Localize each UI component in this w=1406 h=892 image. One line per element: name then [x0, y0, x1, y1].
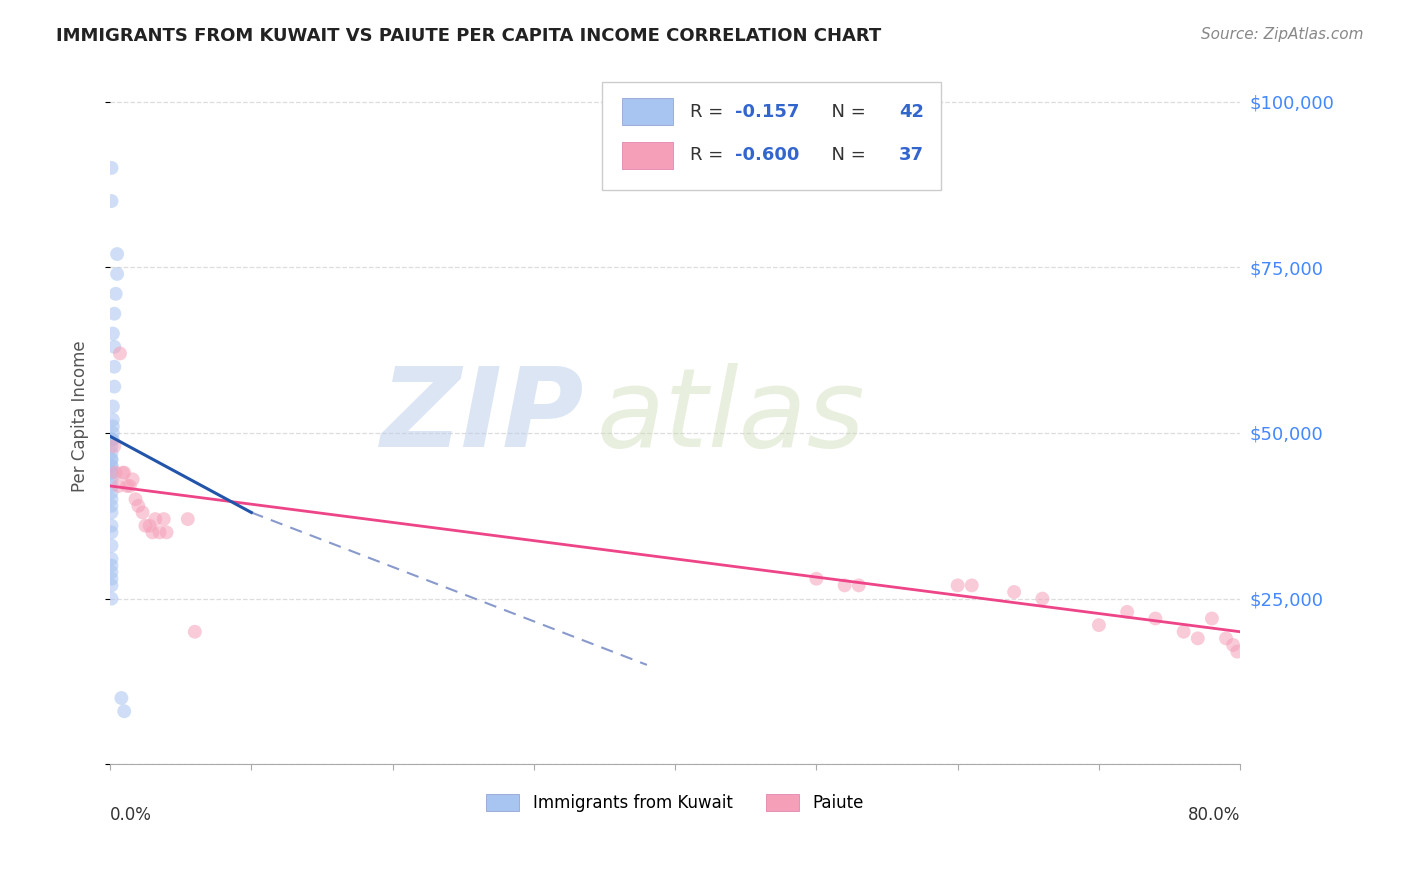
Point: [848, 578, 870, 592]
Bar: [621, 142, 673, 169]
Point: [124, 492, 146, 507]
Point: [960, 578, 983, 592]
Point: [100, 466, 122, 480]
Point: [100, 161, 122, 175]
Point: [108, 346, 131, 360]
Point: [100, 472, 122, 486]
Text: atlas: atlas: [596, 363, 865, 470]
Text: N =: N =: [820, 103, 872, 120]
Point: [100, 572, 122, 586]
Point: [100, 578, 122, 592]
Point: [1116, 605, 1139, 619]
Point: [105, 267, 128, 281]
Point: [100, 479, 122, 493]
Point: [148, 525, 170, 540]
Point: [121, 472, 143, 486]
Text: ZIP: ZIP: [381, 363, 585, 470]
Point: [101, 413, 124, 427]
Text: -0.600: -0.600: [735, 146, 800, 164]
Point: [100, 446, 122, 460]
Point: [101, 425, 124, 440]
Bar: [621, 98, 673, 125]
Point: [101, 400, 124, 414]
Point: [1088, 618, 1111, 632]
Text: R =: R =: [690, 146, 728, 164]
Text: IMMIGRANTS FROM KUWAIT VS PAIUTE PER CAPITA INCOME CORRELATION CHART: IMMIGRANTS FROM KUWAIT VS PAIUTE PER CAP…: [56, 27, 882, 45]
Point: [100, 452, 122, 467]
FancyBboxPatch shape: [602, 82, 941, 190]
Point: [110, 691, 132, 706]
Point: [184, 624, 207, 639]
Legend: Immigrants from Kuwait, Paiute: Immigrants from Kuwait, Paiute: [479, 787, 870, 819]
Point: [103, 379, 125, 393]
Point: [1222, 638, 1244, 652]
Point: [1187, 632, 1209, 646]
Text: -0.157: -0.157: [735, 103, 800, 120]
Point: [100, 525, 122, 540]
Point: [104, 286, 127, 301]
Point: [143, 512, 166, 526]
Point: [1002, 585, 1025, 599]
Point: [127, 499, 149, 513]
Point: [1031, 591, 1053, 606]
Point: [100, 552, 122, 566]
Text: 42: 42: [898, 103, 924, 120]
Point: [1215, 632, 1237, 646]
Point: [103, 439, 125, 453]
Text: 80.0%: 80.0%: [1188, 806, 1240, 824]
Point: [100, 518, 122, 533]
Point: [100, 485, 122, 500]
Point: [100, 452, 122, 467]
Point: [806, 572, 828, 586]
Point: [946, 578, 969, 592]
Point: [100, 591, 122, 606]
Point: [112, 466, 135, 480]
Point: [100, 439, 122, 453]
Text: R =: R =: [690, 103, 728, 120]
Point: [103, 359, 125, 374]
Point: [100, 565, 122, 579]
Point: [111, 466, 134, 480]
Text: 0.0%: 0.0%: [110, 806, 152, 824]
Point: [101, 326, 124, 341]
Point: [138, 518, 160, 533]
Point: [118, 479, 141, 493]
Point: [177, 512, 200, 526]
Point: [105, 247, 128, 261]
Point: [100, 459, 122, 474]
Point: [100, 194, 122, 208]
Point: [834, 578, 856, 592]
Point: [100, 466, 122, 480]
Point: [107, 479, 129, 493]
Point: [103, 307, 125, 321]
Point: [101, 419, 124, 434]
Point: [100, 459, 122, 474]
Point: [1144, 611, 1167, 625]
Point: [1226, 645, 1249, 659]
Point: [104, 466, 127, 480]
Point: [100, 499, 122, 513]
Point: [100, 539, 122, 553]
Point: [100, 433, 122, 447]
Point: [100, 492, 122, 507]
Point: [115, 479, 138, 493]
Point: [103, 340, 125, 354]
Point: [152, 512, 174, 526]
Point: [1201, 611, 1223, 625]
Text: N =: N =: [820, 146, 872, 164]
Point: [141, 525, 163, 540]
Text: 37: 37: [898, 146, 924, 164]
Point: [100, 433, 122, 447]
Point: [100, 558, 122, 573]
Point: [155, 525, 177, 540]
Point: [100, 506, 122, 520]
Point: [134, 518, 156, 533]
Point: [112, 704, 135, 718]
Y-axis label: Per Capita Income: Per Capita Income: [72, 341, 89, 492]
Text: Source: ZipAtlas.com: Source: ZipAtlas.com: [1201, 27, 1364, 42]
Point: [131, 506, 153, 520]
Point: [101, 433, 124, 447]
Point: [1173, 624, 1195, 639]
